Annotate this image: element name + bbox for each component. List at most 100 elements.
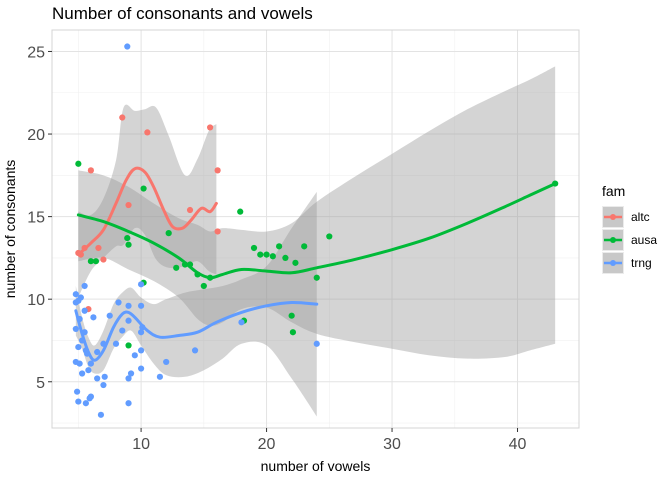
data-point-ausa bbox=[313, 274, 320, 281]
legend-label: ausa bbox=[631, 233, 657, 247]
data-point-ausa bbox=[237, 208, 244, 215]
data-point-trng bbox=[101, 373, 108, 380]
data-point-ausa bbox=[124, 234, 131, 242]
data-point-trng bbox=[115, 299, 122, 306]
data-point-altc bbox=[100, 256, 107, 263]
data-point-trng bbox=[127, 370, 135, 377]
y-axis: 5 10 15 20 25 bbox=[27, 44, 52, 392]
legend-label: altc bbox=[631, 210, 650, 224]
legend-point-swatch bbox=[610, 237, 616, 243]
data-point-trng bbox=[156, 373, 164, 380]
y-tick-label: 20 bbox=[27, 127, 45, 144]
data-point-ausa bbox=[289, 329, 297, 336]
y-axis-title: number of consonants bbox=[2, 160, 18, 299]
data-point-trng bbox=[137, 347, 145, 354]
data-point-trng bbox=[79, 370, 86, 377]
data-point-trng bbox=[75, 343, 82, 351]
data-point-trng bbox=[77, 294, 84, 301]
data-point-altc bbox=[95, 244, 102, 252]
x-tick-label: 10 bbox=[132, 436, 150, 453]
x-axis: 10 20 30 40 bbox=[132, 428, 527, 453]
data-point-trng bbox=[131, 352, 138, 359]
data-point-ausa bbox=[292, 259, 299, 266]
data-point-ausa bbox=[288, 312, 295, 319]
data-point-trng bbox=[137, 329, 145, 336]
data-point-trng bbox=[106, 312, 113, 319]
plot-panel bbox=[52, 30, 579, 428]
data-point-ausa bbox=[257, 251, 264, 258]
legend-item-trng: trng bbox=[602, 252, 652, 274]
data-point-trng bbox=[94, 375, 101, 382]
data-point-trng bbox=[72, 291, 79, 298]
data-point-trng bbox=[76, 360, 83, 367]
data-point-ausa bbox=[301, 243, 308, 250]
data-point-ausa bbox=[92, 258, 100, 265]
y-tick-label: 25 bbox=[27, 44, 45, 61]
data-point-ausa bbox=[250, 244, 258, 252]
data-point-altc bbox=[207, 124, 214, 131]
data-point-trng bbox=[100, 381, 107, 389]
data-point-trng bbox=[125, 375, 132, 382]
data-point-ausa bbox=[75, 160, 82, 167]
legend-title: fam bbox=[602, 183, 625, 199]
x-tick-label: 20 bbox=[258, 436, 276, 453]
trend-line-trng bbox=[74, 300, 319, 362]
y-tick-label: 5 bbox=[36, 375, 45, 392]
major-gridlines bbox=[52, 30, 579, 428]
data-point-ausa bbox=[87, 258, 94, 265]
confidence-band-ausa bbox=[78, 66, 556, 359]
legend-label: trng bbox=[631, 256, 652, 270]
data-point-altc bbox=[214, 167, 221, 174]
legend-item-altc: altc bbox=[602, 206, 650, 228]
plot-border bbox=[51, 29, 580, 429]
x-axis-title: number of vowels bbox=[261, 458, 371, 474]
data-point-ausa bbox=[282, 254, 289, 262]
data-point-trng bbox=[73, 388, 81, 395]
data-point-trng bbox=[125, 400, 132, 407]
data-point-altc bbox=[87, 167, 94, 174]
data-point-altc bbox=[144, 129, 151, 136]
data-point-trng bbox=[313, 340, 320, 347]
data-point-trng bbox=[90, 314, 97, 321]
data-point-ausa bbox=[269, 253, 276, 260]
trend-lines bbox=[74, 166, 557, 362]
data-point-ausa bbox=[326, 233, 333, 240]
data-point-trng bbox=[119, 327, 126, 334]
data-point-altc bbox=[186, 206, 194, 214]
data-point-trng bbox=[137, 302, 145, 309]
data-point-trng bbox=[81, 282, 88, 290]
data-point-trng bbox=[238, 319, 245, 326]
data-point-trng bbox=[125, 317, 132, 324]
data-point-ausa bbox=[125, 241, 132, 248]
data-point-trng bbox=[85, 367, 92, 374]
data-point-trng bbox=[125, 302, 132, 309]
data-point-ausa bbox=[173, 264, 180, 271]
data-point-trng bbox=[87, 393, 94, 400]
data-point-trng bbox=[94, 348, 101, 356]
data-point-trng bbox=[81, 307, 88, 314]
data-point-trng bbox=[137, 365, 145, 372]
data-point-trng bbox=[137, 281, 145, 288]
x-tick-label: 40 bbox=[509, 436, 527, 453]
data-point-ausa bbox=[263, 251, 270, 258]
data-point-trng bbox=[112, 340, 120, 347]
y-tick-label: 15 bbox=[27, 210, 45, 227]
data-point-ausa bbox=[165, 230, 172, 237]
data-point-trng bbox=[124, 43, 131, 50]
data-points bbox=[72, 43, 559, 418]
data-point-ausa bbox=[200, 282, 207, 290]
y-tick-label: 10 bbox=[27, 292, 45, 309]
data-point-trng bbox=[75, 398, 82, 405]
data-point-trng bbox=[191, 347, 199, 354]
confidence-band-trng bbox=[75, 191, 317, 417]
data-point-altc bbox=[125, 201, 132, 209]
legend-point-swatch bbox=[610, 260, 616, 266]
legend-item-ausa: ausa bbox=[602, 229, 657, 251]
data-point-trng bbox=[72, 325, 79, 333]
confidence-band-altc bbox=[78, 104, 217, 298]
data-point-altc bbox=[119, 114, 126, 121]
data-point-altc bbox=[214, 228, 221, 235]
legend-point-swatch bbox=[610, 214, 616, 220]
confidence-bands bbox=[75, 66, 556, 417]
data-point-trng bbox=[163, 358, 170, 366]
